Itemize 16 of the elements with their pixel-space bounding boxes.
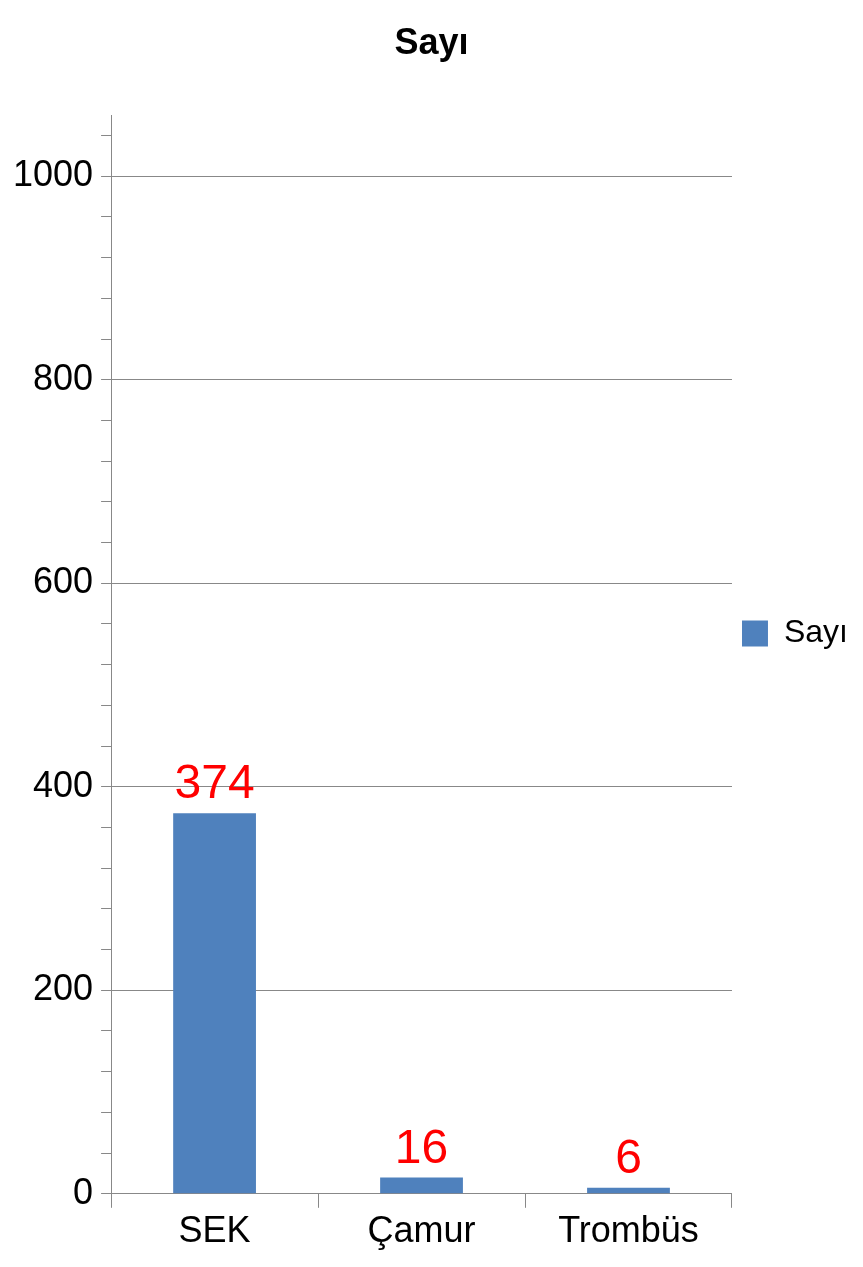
- chart-title: Sayı: [394, 20, 469, 62]
- bar: [380, 1177, 463, 1194]
- y-tick-label: 800: [33, 356, 94, 398]
- y-tick-label: 0: [73, 1170, 94, 1212]
- y-tick-label: 600: [33, 560, 94, 602]
- y-tick-label: 1000: [12, 153, 94, 195]
- bar: [173, 813, 256, 1194]
- x-tick-label: Trombüs: [558, 1209, 699, 1251]
- data-label: 16: [394, 1119, 449, 1173]
- data-label: 6: [615, 1129, 642, 1183]
- x-tick-label: Çamur: [367, 1209, 476, 1251]
- legend-label: Sayı: [783, 613, 848, 650]
- y-tick-label: 400: [33, 763, 94, 805]
- y-tick-label: 200: [33, 967, 94, 1009]
- x-tick-label: SEK: [178, 1209, 251, 1251]
- data-label: 374: [174, 755, 255, 809]
